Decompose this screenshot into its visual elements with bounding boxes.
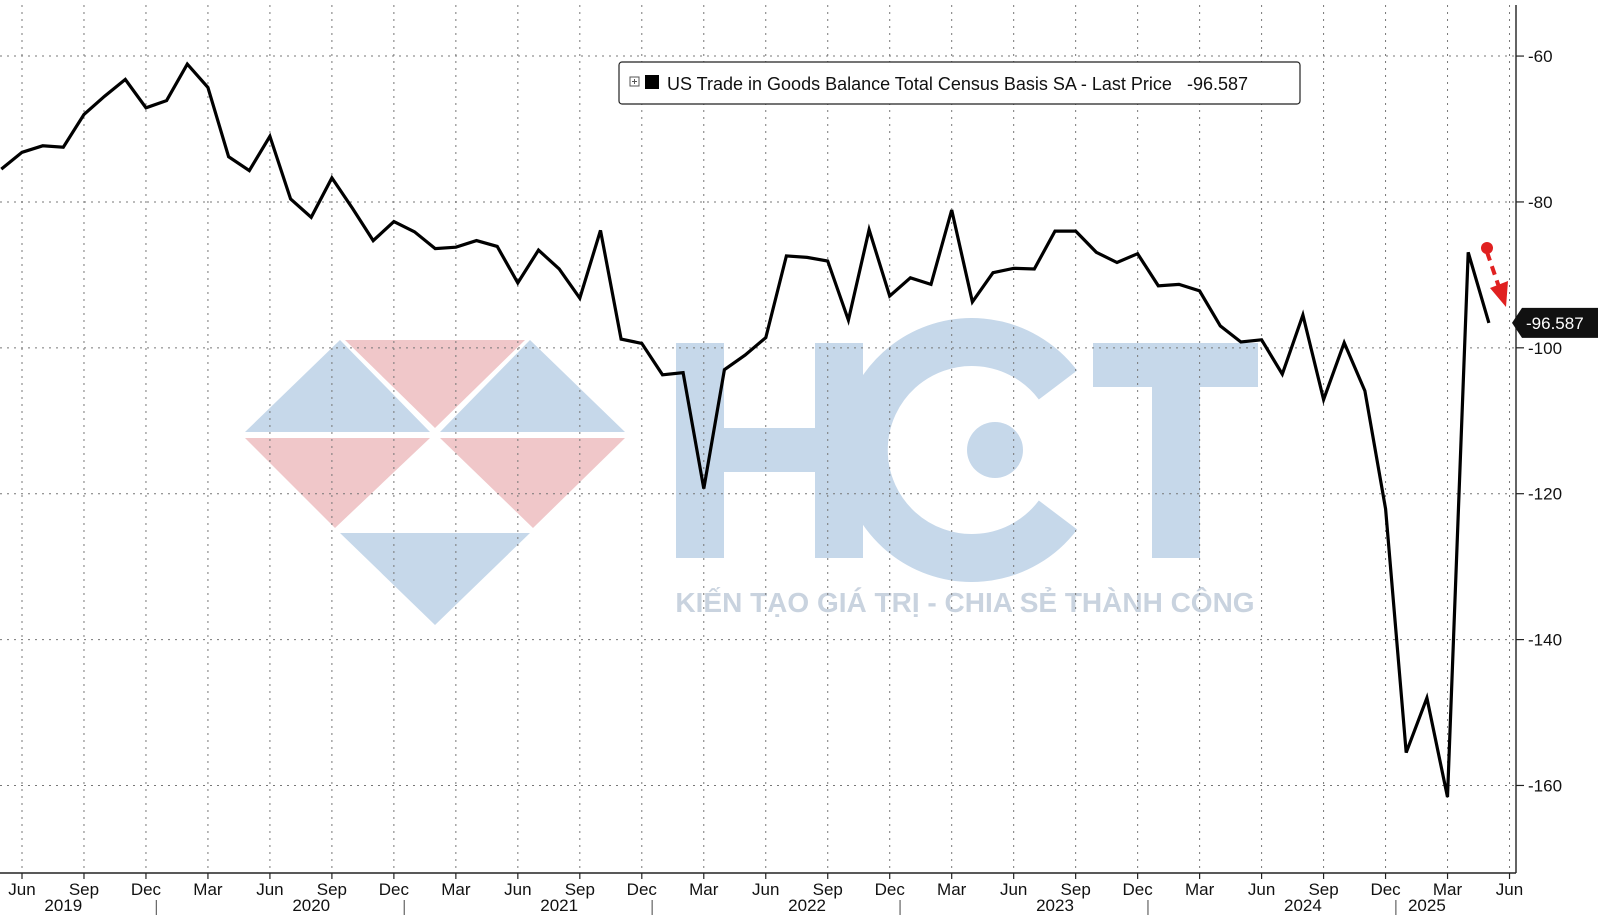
arrow-dashed-shaft bbox=[1485, 251, 1502, 291]
x-tick-label: Sep bbox=[813, 880, 843, 899]
watermark-c bbox=[839, 318, 1078, 582]
axes: -60 -80 -100 -120 -140 -160 Jun Sep Dec Mar Jun Sep… bbox=[0, 5, 1562, 915]
x-year-label: 2019 bbox=[44, 896, 82, 915]
x-tick-label: Jun bbox=[256, 880, 283, 899]
x-tick-label: Mar bbox=[1185, 880, 1215, 899]
x-tick-label: Sep bbox=[565, 880, 595, 899]
legend-series-name: US Trade in Goods Balance Total Census B… bbox=[667, 74, 1172, 94]
y-tick-label: -60 bbox=[1528, 47, 1553, 66]
x-year-label: 2020 bbox=[292, 896, 330, 915]
x-tick-label: Dec bbox=[627, 880, 658, 899]
legend-box bbox=[618, 61, 1301, 105]
y-tick-label: -160 bbox=[1528, 776, 1562, 795]
y-tick-label: -120 bbox=[1528, 485, 1562, 504]
x-tick-label: Dec bbox=[1123, 880, 1154, 899]
watermark-c-dot bbox=[967, 422, 1023, 478]
legend-expand-icon[interactable] bbox=[629, 76, 640, 87]
watermark-logo: KIẾN TẠO GIÁ TRỊ - CHIA SẺ THÀNH CÔNG bbox=[245, 318, 1258, 625]
watermark-red-top bbox=[345, 340, 525, 428]
last-price-label-text: -96.587 bbox=[1526, 314, 1584, 333]
x-year-label: 2022 bbox=[788, 896, 826, 915]
x-tick-label: Mar bbox=[441, 880, 471, 899]
series-line bbox=[0, 61, 1491, 798]
x-tick-label: Sep bbox=[1308, 880, 1338, 899]
x-year-label: 2023 bbox=[1036, 896, 1074, 915]
x-tick-label: Dec bbox=[1370, 880, 1401, 899]
watermark-t-stem bbox=[1152, 343, 1200, 558]
arrow-head bbox=[1490, 281, 1508, 307]
x-tick-label: Mar bbox=[937, 880, 967, 899]
y-tick-label: -100 bbox=[1528, 339, 1562, 358]
x-tick-label: Mar bbox=[689, 880, 719, 899]
x-tick-label: Dec bbox=[131, 880, 162, 899]
x-tick-label: Mar bbox=[193, 880, 223, 899]
x-year-label: 2024 bbox=[1284, 896, 1322, 915]
series-layer bbox=[0, 61, 1491, 798]
last-price-label-bg bbox=[1512, 307, 1598, 338]
x-tick-label: Dec bbox=[379, 880, 410, 899]
x-tick-label: Mar bbox=[1433, 880, 1463, 899]
legend-label: US Trade in Goods Balance Total Census B… bbox=[667, 74, 1248, 94]
x-tick-label: Sep bbox=[317, 880, 347, 899]
legend-swatch bbox=[645, 75, 659, 89]
x-tick-label: Dec bbox=[875, 880, 906, 899]
watermark-red-right bbox=[440, 438, 625, 528]
arrow-start-dot bbox=[1481, 242, 1493, 254]
x-tick-label: Jun bbox=[1248, 880, 1275, 899]
x-tick-label: Jun bbox=[752, 880, 779, 899]
watermark-blue-diamond-right bbox=[440, 340, 625, 432]
x-tick-label: Sep bbox=[69, 880, 99, 899]
x-tick-label: Jun bbox=[8, 880, 35, 899]
watermark-red-left bbox=[245, 438, 430, 528]
x-tick-label: Jun bbox=[504, 880, 531, 899]
x-tick-label: Sep bbox=[1061, 880, 1091, 899]
red-down-arrow-annotation bbox=[1481, 242, 1508, 307]
legend: US Trade in Goods Balance Total Census B… bbox=[618, 61, 1301, 105]
x-tick-label: Jun bbox=[1000, 880, 1027, 899]
watermark-blue-bottom bbox=[340, 533, 530, 625]
last-price-label: -96.587 bbox=[1512, 307, 1598, 338]
x-tick-label: Jun bbox=[1496, 880, 1523, 899]
gridlines bbox=[0, 5, 1516, 873]
watermark-blue-diamond-left bbox=[245, 340, 430, 432]
x-year-label: 2021 bbox=[540, 896, 578, 915]
legend-last-value: -96.587 bbox=[1187, 74, 1248, 94]
watermark-h-bar bbox=[676, 428, 863, 472]
x-year-label: 2025 bbox=[1408, 896, 1446, 915]
y-tick-label: -80 bbox=[1528, 193, 1553, 212]
watermark-tagline: KIẾN TẠO GIÁ TRỊ - CHIA SẺ THÀNH CÔNG bbox=[675, 586, 1254, 618]
y-tick-label: -140 bbox=[1528, 631, 1562, 650]
